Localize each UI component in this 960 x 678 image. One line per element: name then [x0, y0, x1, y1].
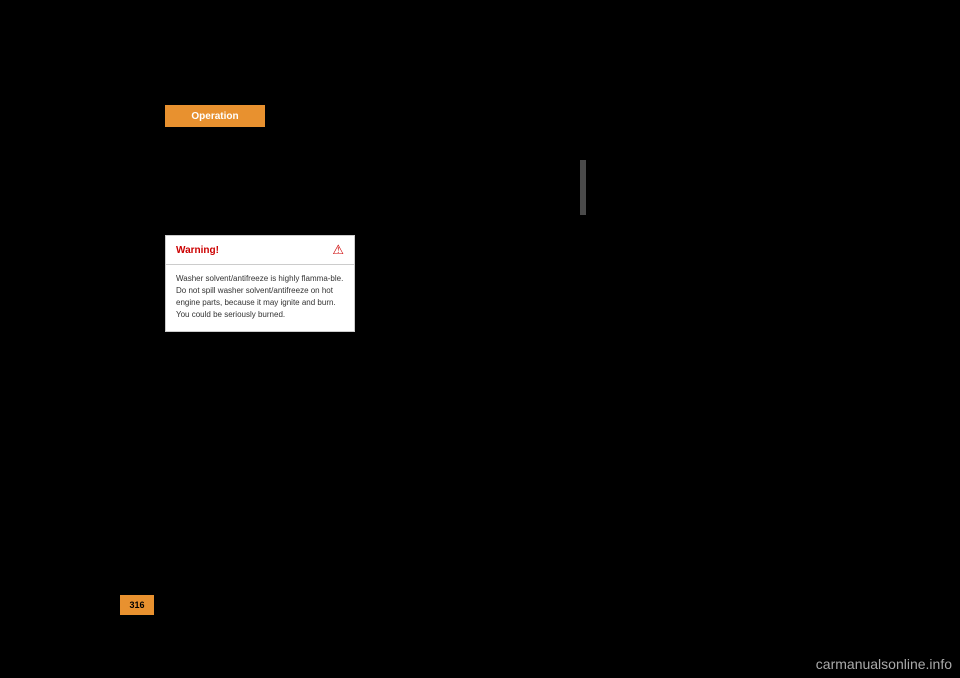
watermark-text: carmanualsonline.info: [816, 656, 952, 672]
warning-header: Warning! ⚠: [166, 236, 354, 265]
section-header-tab: Operation: [165, 105, 265, 127]
warning-box: Warning! ⚠ Washer solvent/antifreeze is …: [165, 235, 355, 332]
warning-title: Warning!: [176, 245, 219, 256]
manual-page: Operation Warning! ⚠ Washer solvent/anti…: [120, 80, 850, 630]
page-number-badge: 316: [120, 595, 154, 615]
warning-triangle-icon: ⚠: [332, 242, 344, 258]
warning-body-text: Washer solvent/antifreeze is highly flam…: [166, 265, 354, 331]
column-divider-bar: [580, 160, 586, 215]
section-header-label: Operation: [191, 111, 238, 122]
page-number-value: 316: [129, 600, 144, 610]
